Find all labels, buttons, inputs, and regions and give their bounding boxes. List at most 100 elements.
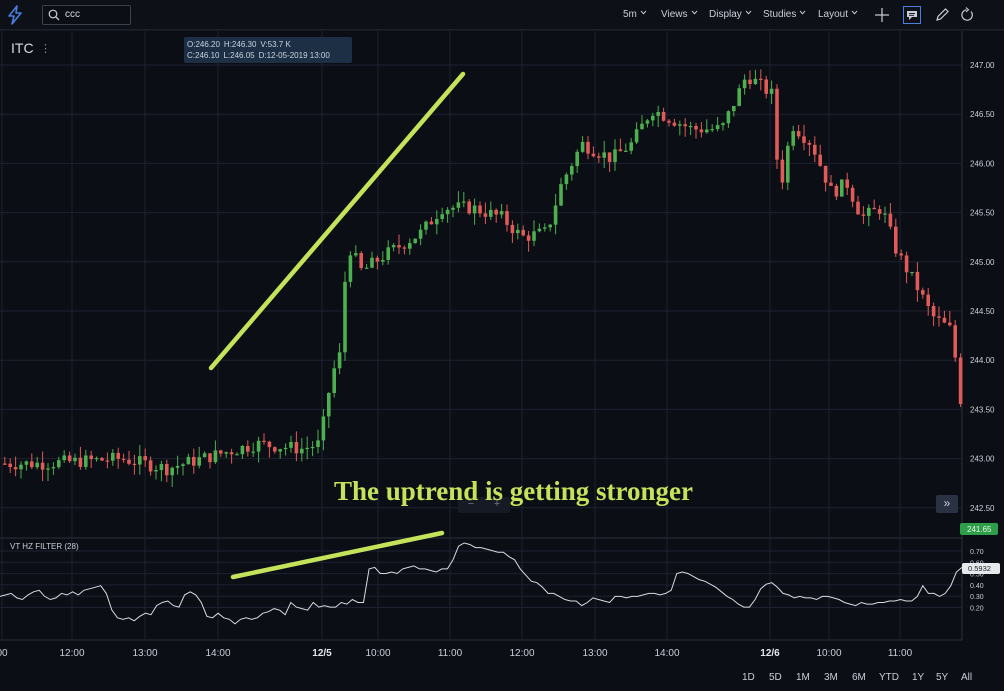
candle — [759, 69, 763, 90]
candle — [619, 139, 623, 152]
time-tick-label: 11:00 — [888, 648, 913, 659]
candle — [943, 311, 947, 323]
candle — [435, 210, 439, 234]
annotation-text: The uptrend is getting stronger — [334, 476, 693, 507]
candle — [683, 118, 687, 137]
range-1d[interactable]: 1D — [742, 672, 755, 683]
candle — [430, 217, 434, 225]
candle — [25, 460, 29, 470]
range-1m[interactable]: 1M — [796, 672, 810, 683]
candle — [462, 192, 466, 207]
candle — [251, 443, 255, 457]
candle — [559, 178, 563, 206]
candle — [403, 246, 407, 255]
candle — [203, 451, 207, 457]
candle — [30, 453, 34, 469]
range-ytd[interactable]: YTD — [879, 672, 899, 683]
candle — [354, 245, 358, 257]
candle — [424, 220, 428, 234]
candle — [392, 243, 396, 251]
candle — [532, 220, 536, 246]
range-all[interactable]: All — [961, 672, 972, 683]
candle — [79, 447, 83, 470]
ohlc-date: D:12-05-2019 13:00 — [259, 51, 330, 60]
candle — [608, 152, 612, 172]
candle — [494, 208, 498, 223]
price-tick-label: 246.00 — [970, 159, 995, 168]
candle — [273, 446, 277, 453]
time-tick-label: 14:00 — [205, 648, 230, 659]
candle — [62, 450, 66, 463]
candle — [932, 303, 936, 326]
candle — [8, 458, 12, 473]
symbol-more-icon[interactable]: ⋮ — [40, 42, 51, 55]
range-5y[interactable]: 5Y — [936, 672, 948, 683]
price-tick-label: 244.50 — [970, 307, 995, 316]
candle — [624, 144, 628, 152]
candle — [289, 436, 293, 453]
indicator-trendline — [233, 533, 442, 577]
candle — [538, 224, 542, 233]
candle — [451, 205, 455, 217]
indicator-line — [0, 543, 962, 624]
candle — [883, 207, 887, 223]
candle — [89, 451, 93, 468]
candle — [673, 119, 677, 127]
range-3m[interactable]: 3M — [824, 672, 838, 683]
price-badge-label: 241.65 — [967, 525, 992, 534]
indicator-tick-label: 0.70 — [970, 549, 984, 556]
range-1y[interactable]: 1Y — [912, 672, 924, 683]
candle — [111, 449, 115, 466]
time-tick-label: 13:00 — [582, 648, 607, 659]
candle — [613, 139, 617, 171]
time-tick-label: 13:00 — [132, 648, 157, 659]
candle — [338, 343, 342, 374]
candle — [651, 113, 655, 126]
candle — [781, 150, 785, 189]
candle — [327, 392, 331, 428]
price-tick-label: 243.00 — [970, 455, 995, 464]
candle — [295, 431, 299, 461]
candle — [106, 452, 110, 468]
candle — [689, 122, 693, 135]
candle — [716, 117, 720, 131]
candle — [311, 441, 315, 456]
candle — [818, 145, 822, 167]
candle — [710, 124, 714, 132]
price-tick-label: 243.50 — [970, 405, 995, 414]
range-5d[interactable]: 5D — [769, 672, 782, 683]
candle — [505, 205, 509, 232]
candle — [586, 136, 590, 159]
candle — [149, 456, 153, 475]
candle — [154, 465, 158, 479]
candle — [300, 438, 304, 461]
price-tick-label: 245.00 — [970, 258, 995, 267]
time-tick-label: 12/5 — [312, 648, 332, 659]
price-tick-label: 247.00 — [970, 61, 995, 70]
candle — [214, 440, 218, 463]
range-6m[interactable]: 6M — [852, 672, 866, 683]
price-chart[interactable]: 00 12:00 13:00 14:00 12/5 10:00 11:00 12:00 13:0… — [0, 0, 1004, 661]
candle — [910, 272, 914, 276]
candle — [413, 238, 417, 243]
candle — [262, 433, 266, 445]
candle — [268, 441, 272, 458]
candle — [246, 440, 250, 456]
time-tick-label: 10:00 — [816, 648, 841, 659]
candle — [100, 457, 104, 461]
chevron-right-double-icon[interactable]: » — [936, 495, 958, 513]
candle — [41, 452, 45, 482]
candle — [743, 74, 747, 94]
candle — [381, 251, 385, 265]
symbol-label[interactable]: ITC — [11, 40, 34, 56]
candle — [667, 119, 671, 127]
candle — [662, 108, 666, 122]
candle — [386, 240, 390, 264]
time-tick-label: 14:00 — [654, 648, 679, 659]
candle — [824, 166, 828, 192]
time-tick-label: 12:00 — [59, 648, 84, 659]
candle — [754, 70, 758, 85]
candle — [732, 106, 736, 116]
candle — [419, 224, 423, 245]
candle — [602, 141, 606, 168]
